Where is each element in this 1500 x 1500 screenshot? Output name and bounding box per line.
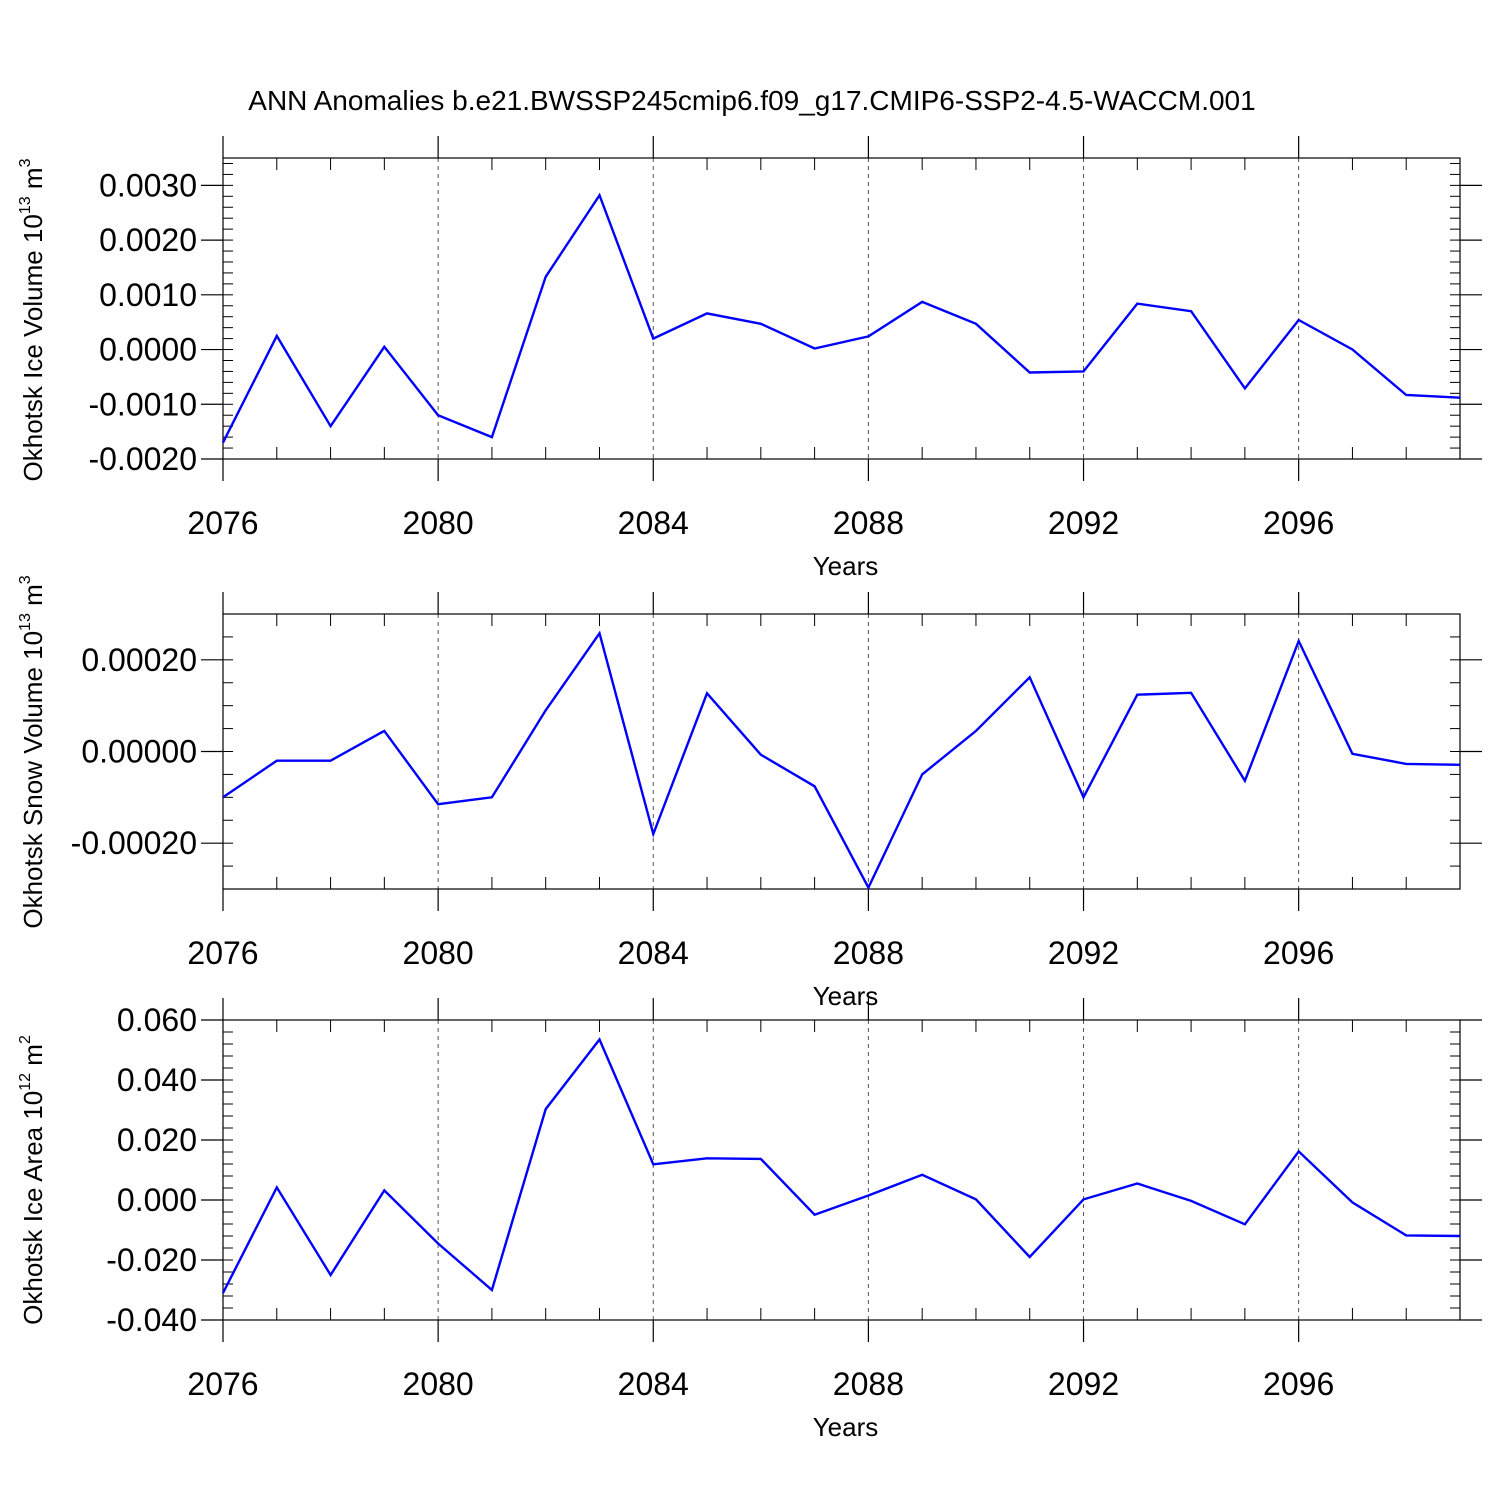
panel-ice-area: 2076 2080 2084 2088 2092 2096 Years -0.040 -0.02…	[17, 998, 1482, 1442]
y-tick-label: 0.0010	[99, 277, 197, 313]
x-tick-label: 2088	[833, 935, 904, 971]
y-tick-label: 0.0000	[99, 332, 197, 368]
x-tick-label: 2076	[187, 505, 258, 541]
plot-frame	[222, 613, 1461, 890]
panel-snow-volume: 2076 2080 2084 2088 2092 2096 Years -0.00020 0.0…	[17, 575, 1482, 1011]
y-tick-label: 0.00000	[81, 734, 197, 770]
y-tick-label: -0.040	[106, 1302, 197, 1338]
y-tick-label: -0.0010	[88, 386, 197, 422]
series-line	[222, 630, 1461, 891]
y-tick-label: -0.00020	[71, 825, 197, 861]
plot-frame	[222, 157, 1461, 460]
y-tick-label: 0.040	[117, 1062, 197, 1098]
x-tick-label: 2096	[1263, 935, 1334, 971]
x-tick-label: 2076	[187, 935, 258, 971]
x-axis-label: Years	[813, 551, 879, 581]
x-tick-label: 2084	[618, 505, 689, 541]
y-tick-label: -0.020	[106, 1242, 197, 1278]
x-tick-label: 2088	[833, 505, 904, 541]
x-tick-label: 2080	[403, 505, 474, 541]
x-tick-label: 2092	[1048, 935, 1119, 971]
y-tick-label: 0.060	[117, 1002, 197, 1038]
x-tick-label: 2084	[618, 935, 689, 971]
y-tick-label: 0.020	[117, 1122, 197, 1158]
x-tick-label: 2080	[403, 935, 474, 971]
y-tick-label: 0.0030	[99, 167, 197, 203]
y-tick-label: 0.00020	[81, 642, 197, 678]
series-line	[221, 1037, 1461, 1294]
figure-title: ANN Anomalies b.e21.BWSSP245cmip6.f09_g1…	[248, 85, 1255, 116]
panel-ice-volume: 2076 2080 2084 2088 2092 2096 Years -0.0020 -0.0…	[17, 136, 1482, 581]
x-axis-label: Years	[813, 981, 879, 1011]
x-tick-label: 2084	[618, 1366, 689, 1402]
x-tick-label: 2096	[1263, 1366, 1334, 1402]
y-axis-label: Okhotsk Snow Volume 1013 m3	[17, 575, 48, 928]
x-tick-label: 2092	[1048, 1366, 1119, 1402]
x-tick-label: 2096	[1263, 505, 1334, 541]
x-tick-label: 2076	[187, 1366, 258, 1402]
y-axis-label: Okhotsk Ice Area 1012 m2	[17, 1035, 48, 1325]
y-tick-label: 0.0020	[99, 222, 197, 258]
y-axis-label: Okhotsk Ice Volume 1013 m3	[17, 158, 48, 481]
y-tick-label: 0.000	[117, 1182, 197, 1218]
x-tick-label: 2092	[1048, 505, 1119, 541]
x-tick-label: 2080	[403, 1366, 474, 1402]
series-line	[221, 192, 1461, 444]
x-tick-label: 2088	[833, 1366, 904, 1402]
x-axis-label: Years	[813, 1412, 879, 1442]
y-tick-label: -0.0020	[88, 441, 197, 477]
plot-frame	[222, 1019, 1461, 1321]
